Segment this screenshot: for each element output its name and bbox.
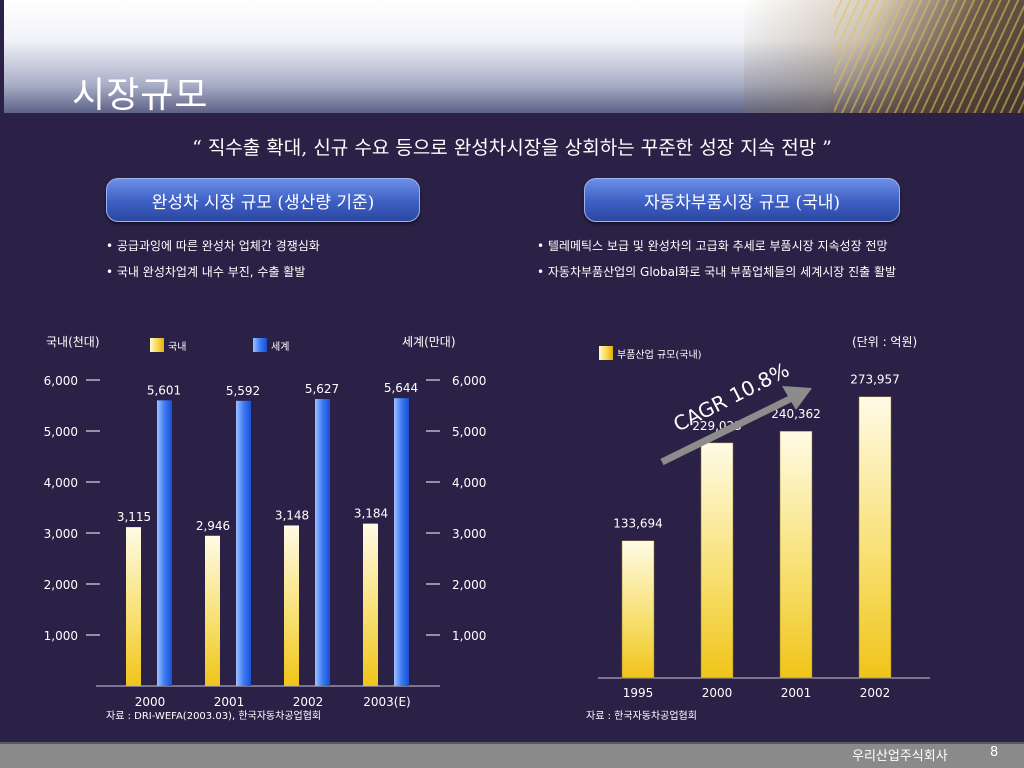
left-y-tick-label: 6,000 — [44, 374, 78, 388]
left-y-tick-label: 3,000 — [44, 527, 78, 541]
data-label-parts: 133,694 — [613, 517, 663, 531]
left-bullet-2: • 국내 완성차업계 내수 부진, 수출 활발 — [106, 265, 306, 279]
left-y-tick-label: 2,000 — [44, 578, 78, 592]
unit-label: (단위 : 억원) — [852, 335, 917, 349]
bar-domestic — [284, 525, 299, 686]
footer-company: 우리산업주식회사 — [852, 749, 948, 764]
data-label-world: 5,592 — [226, 384, 260, 398]
right-bullet-1: • 텔레메틱스 보급 및 완성차의 고급화 추세로 부품시장 지속성장 전망 — [537, 239, 888, 253]
bar-parts-market — [700, 442, 734, 679]
bar-parts-market — [779, 430, 813, 679]
bar-parts-market — [621, 540, 655, 679]
right-y-tick-label: 3,000 — [452, 527, 486, 541]
bar-world — [236, 400, 251, 686]
cagr-arrow-shaft — [660, 392, 798, 466]
legend-swatch-world — [253, 338, 267, 352]
legend-label-parts: 부품산업 규모(국내) — [617, 348, 702, 361]
left-panel-heading: 완성차 시장 규모 (생산량 기준) — [106, 178, 420, 222]
header-decoration-image — [744, 0, 1024, 113]
right-y-tick-label: 4,000 — [452, 476, 486, 490]
x-tick-label: 2000 — [135, 695, 166, 709]
right-axis-label: 세계(만대) — [402, 335, 456, 349]
data-label-domestic: 3,115 — [117, 510, 151, 524]
data-label-world: 5,644 — [384, 381, 418, 395]
left-source-note: 자료 : DRI-WEFA(2003.03), 한국자동차공업협회 — [106, 709, 321, 722]
bar-domestic — [363, 523, 378, 686]
data-label-domestic: 3,184 — [354, 507, 388, 521]
bar-world — [157, 400, 172, 686]
right-source-note: 자료 : 한국자동차공업협회 — [586, 709, 697, 722]
data-label-domestic: 2,946 — [196, 519, 230, 533]
left-y-tick-label: 5,000 — [44, 425, 78, 439]
data-label-world: 5,627 — [305, 382, 339, 396]
slide-title: 시장규모 — [72, 75, 209, 116]
x-tick-label: 2002 — [860, 686, 891, 700]
cagr-arrow-head — [782, 386, 812, 410]
right-y-tick-label: 2,000 — [452, 578, 486, 592]
left-y-tick-label: 1,000 — [44, 629, 78, 643]
right-panel-heading: 자동차부품시장 규모 (국내) — [584, 178, 900, 222]
x-tick-label: 2003(E) — [363, 695, 410, 709]
bar-world — [394, 398, 409, 686]
data-label-parts: 273,957 — [850, 373, 900, 387]
legend-swatch-domestic — [150, 338, 164, 352]
data-label-domestic: 3,148 — [275, 508, 309, 522]
slide-subtitle: “ 직수출 확대, 신규 수요 등으로 완성차시장을 상회하는 꾸준한 성장 지… — [192, 137, 832, 159]
left-axis-label: 국내(천대) — [46, 334, 100, 349]
left-y-tick-label: 4,000 — [44, 476, 78, 490]
x-tick-label: 2001 — [781, 686, 812, 700]
header-banner — [0, 0, 1024, 113]
legend-label-world: 세계 — [271, 341, 289, 353]
data-label-parts: 240,362 — [771, 407, 821, 421]
legend-swatch-parts — [599, 346, 613, 360]
right-bullet-2: • 자동차부품산업의 Global화로 국내 부품업체들의 세계시장 진출 활발 — [537, 265, 897, 279]
bar-domestic — [126, 527, 141, 686]
x-tick-label: 2001 — [214, 695, 245, 709]
x-tick-label: 2000 — [702, 686, 733, 700]
legend-label-domestic: 국내 — [168, 341, 186, 353]
bar-parts-market — [858, 396, 892, 679]
bar-domestic — [205, 535, 220, 686]
right-y-tick-label: 6,000 — [452, 374, 486, 388]
header-edge — [0, 0, 4, 113]
page-number: 8 — [990, 745, 999, 760]
bar-world — [315, 399, 330, 686]
x-tick-label: 1995 — [623, 686, 654, 700]
right-y-tick-label: 1,000 — [452, 629, 486, 643]
right-y-tick-label: 5,000 — [452, 425, 486, 439]
left-bullet-1: • 공급과잉에 따른 완성차 업체간 경쟁심화 — [106, 239, 320, 253]
x-tick-label: 2002 — [293, 695, 324, 709]
footer-bar — [0, 742, 1024, 768]
data-label-world: 5,601 — [147, 383, 181, 397]
